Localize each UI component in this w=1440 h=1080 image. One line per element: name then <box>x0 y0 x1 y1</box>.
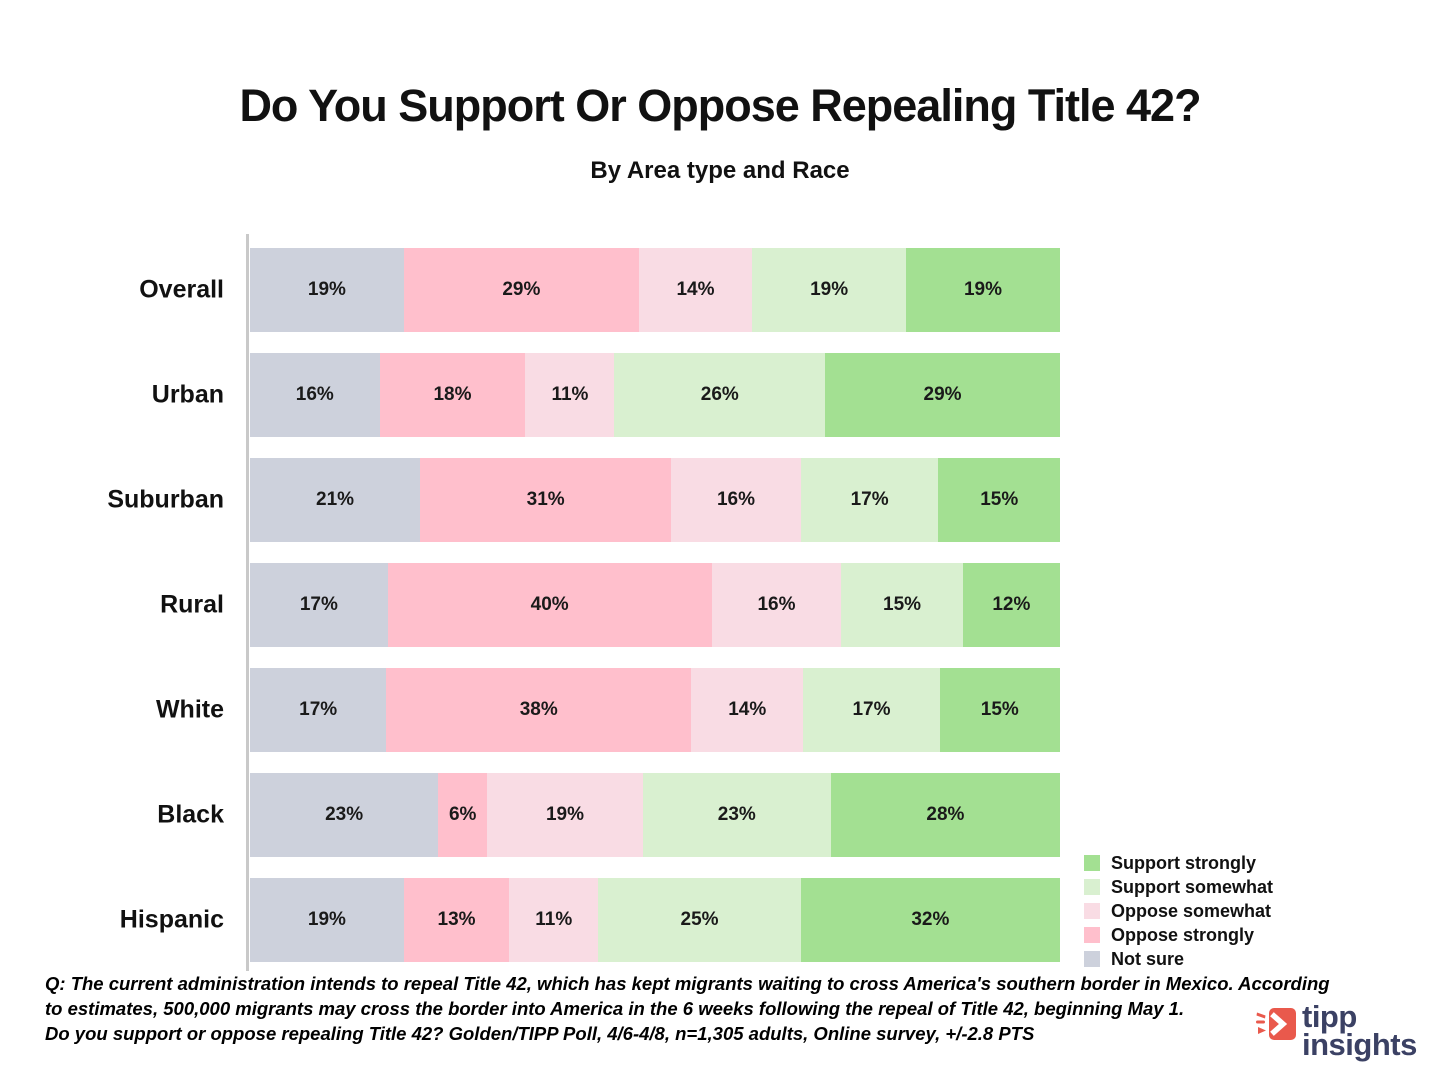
bar-segment-not-sure: 17% <box>250 563 388 647</box>
category-label-rural: Rural <box>160 590 224 619</box>
bar-segment-support-somewhat: 25% <box>598 878 801 962</box>
legend-entry-oppose-strongly: Oppose strongly <box>1084 923 1273 947</box>
y-axis-line <box>246 234 249 971</box>
legend-label: Support somewhat <box>1111 876 1274 897</box>
bar-segment-support-strongly: 28% <box>830 773 1060 857</box>
tipp-insights-logo: tipp insights <box>1256 999 1417 1062</box>
legend-label: Oppose strongly <box>1111 924 1255 945</box>
bar-segment-not-sure: 23% <box>250 773 439 857</box>
bar-row-hispanic: Hispanic 19% 13% 11% 25% 32% <box>120 878 1060 962</box>
bar-row-white: White 17% 38% 14% 17% 15% <box>156 668 1060 752</box>
bar-segment-support-somewhat: 17% <box>803 668 940 752</box>
legend-swatch-icon <box>1084 903 1100 919</box>
category-label-overall: Overall <box>139 275 224 304</box>
tipp-arrow-icon <box>1256 1006 1298 1049</box>
bar-segment-not-sure: 21% <box>250 458 421 542</box>
logo-word-tipp: tipp <box>1302 999 1357 1034</box>
chart-title: Do You Support Or Oppose Repealing Title… <box>239 80 1201 131</box>
bar-segment-oppose-somewhat: 11% <box>509 878 599 962</box>
bar-segment-oppose-somewhat: 19% <box>487 773 643 857</box>
logo-word-insights: insights <box>1302 1027 1417 1062</box>
bar-row-black: Black 23% 6% 19% 23% 28% <box>157 773 1060 857</box>
bar-segment-oppose-somewhat: 11% <box>525 353 615 437</box>
legend: Support strongly Support somewhat Oppose s… <box>1084 851 1273 971</box>
bar-segment-support-somewhat: 23% <box>642 773 831 857</box>
footnote: Q: The current administration intends to… <box>45 971 1330 1046</box>
plot-area: Overall 19% 29% 14% 19% 19% Urban 16% 18% 11% 26% 2… <box>107 234 1060 971</box>
bar-row-rural: Rural 17% 40% 16% 15% 12% <box>160 563 1060 647</box>
bar-row-overall: Overall 19% 29% 14% 19% 19% <box>139 248 1060 332</box>
bar-segment-oppose-somewhat: 16% <box>671 458 801 542</box>
legend-entry-oppose-somewhat: Oppose somewhat <box>1084 899 1273 923</box>
legend-label: Support strongly <box>1111 852 1256 873</box>
bar-segment-oppose-somewhat: 16% <box>711 563 842 647</box>
bar-segment-support-somewhat: 19% <box>752 248 907 332</box>
footnote-line: Q: The current administration intends to… <box>45 973 1330 994</box>
bar-segment-oppose-strongly: 31% <box>420 458 672 542</box>
category-label-suburban: Suburban <box>107 485 224 514</box>
bar-segment-not-sure: 17% <box>250 668 387 752</box>
legend-entry-support-somewhat: Support somewhat <box>1084 875 1273 899</box>
bar-segment-support-somewhat: 26% <box>614 353 826 437</box>
footnote-line: to estimates, 500,000 migrants may cross… <box>45 998 1185 1019</box>
bar-segment-not-sure: 19% <box>250 248 404 332</box>
bar-segment-oppose-strongly: 13% <box>403 878 510 962</box>
bar-segment-support-strongly: 19% <box>906 248 1060 332</box>
bar-segment-not-sure: 16% <box>250 353 380 437</box>
chart-subtitle: By Area type and Race <box>590 157 850 184</box>
bar-segment-oppose-strongly: 6% <box>438 773 488 857</box>
legend-swatch-icon <box>1084 927 1100 943</box>
bar-segment-oppose-strongly: 40% <box>387 563 712 647</box>
bar-segment-support-strongly: 32% <box>800 878 1060 962</box>
bar-segment-support-somewhat: 15% <box>841 563 963 647</box>
bar-segment-support-strongly: 29% <box>825 353 1060 437</box>
category-label-hispanic: Hispanic <box>119 905 224 934</box>
bar-segment-oppose-somewhat: 14% <box>691 668 804 752</box>
bar-segment-oppose-somewhat: 14% <box>638 248 753 332</box>
category-label-white: White <box>155 695 224 724</box>
category-label-urban: Urban <box>151 380 224 409</box>
bar-segment-oppose-strongly: 29% <box>403 248 639 332</box>
legend-label: Not sure <box>1111 948 1185 969</box>
bar-segment-oppose-strongly: 38% <box>386 668 692 752</box>
bar-segment-not-sure: 19% <box>250 878 404 962</box>
legend-swatch-icon <box>1084 879 1100 895</box>
legend-label: Oppose somewhat <box>1111 900 1272 921</box>
legend-swatch-icon <box>1084 855 1100 871</box>
bar-segment-support-somewhat: 17% <box>800 458 939 542</box>
bar-row-urban: Urban 16% 18% 11% 26% 29% <box>152 353 1060 437</box>
bar-row-suburban: Suburban 21% 31% 16% 17% 15% <box>107 458 1060 542</box>
legend-swatch-icon <box>1084 951 1100 967</box>
category-label-black: Black <box>157 800 224 829</box>
legend-entry-support-strongly: Support strongly <box>1084 851 1273 875</box>
bar-segment-support-strongly: 12% <box>962 563 1060 647</box>
footnote-line: Do you support or oppose repealing Title… <box>45 1023 1035 1044</box>
bar-segment-support-strongly: 15% <box>938 458 1060 542</box>
logo-wordmark: tipp insights <box>1302 999 1417 1062</box>
bar-segment-oppose-strongly: 18% <box>379 353 526 437</box>
bar-segment-support-strongly: 15% <box>939 668 1060 752</box>
legend-entry-not-sure: Not sure <box>1084 947 1273 971</box>
